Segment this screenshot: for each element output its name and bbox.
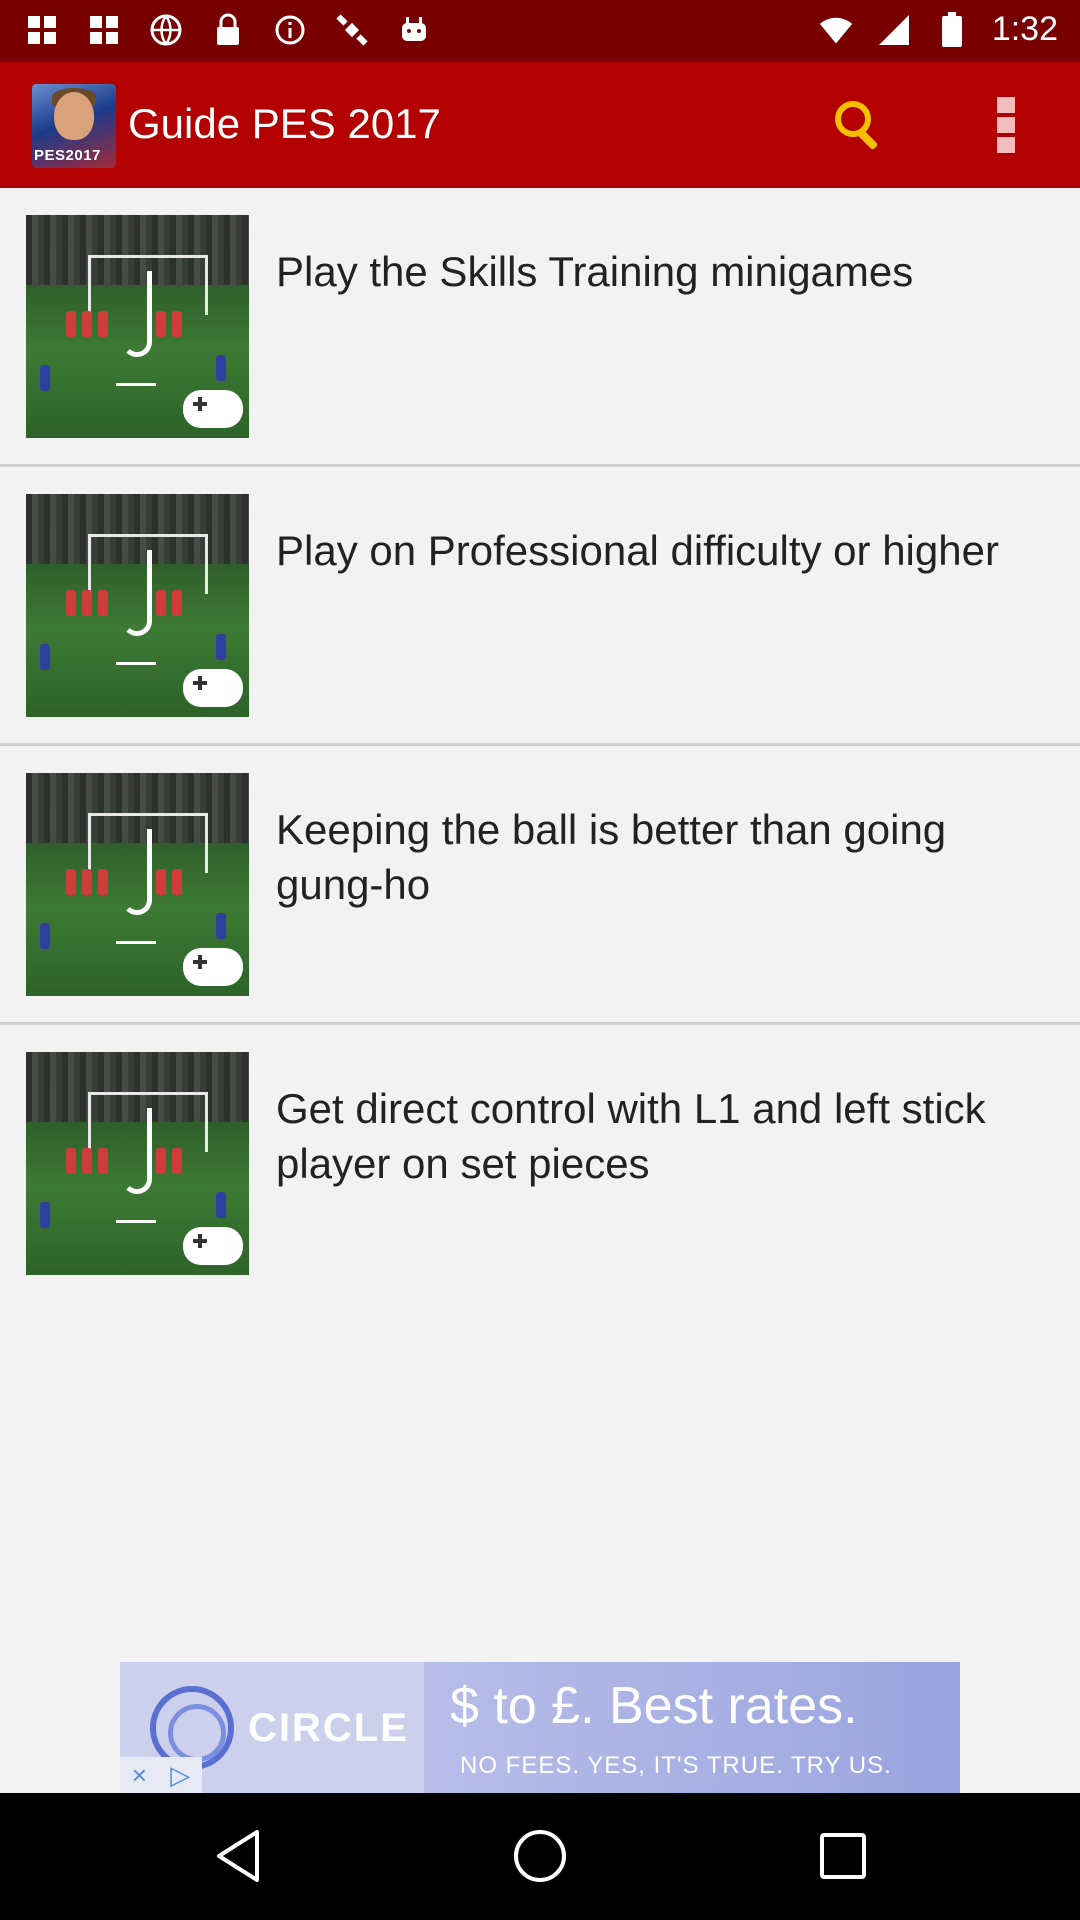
- list-item-title: Play on Professional difficulty or highe…: [276, 527, 999, 574]
- tip-thumbnail: [26, 494, 249, 717]
- search-icon: [835, 101, 878, 150]
- back-icon: [217, 1830, 259, 1882]
- ad-headline: $ to £. Best rates.: [450, 1677, 858, 1735]
- ad-choices-badge[interactable]: × ▷: [120, 1757, 202, 1793]
- list-item-title: Keeping the ball is better than going gu…: [276, 806, 947, 908]
- list-item[interactable]: Keeping the ball is better than going gu…: [0, 746, 1080, 1025]
- signal-icon: [876, 12, 912, 48]
- info-icon: [272, 12, 308, 48]
- satellite-icon: [334, 12, 370, 48]
- list-item-title: Play the Skills Training minigames: [276, 248, 914, 295]
- app-bar: PES2017 Guide PES 2017: [0, 62, 1080, 188]
- tips-list: Play the Skills Training minigames Play …: [0, 188, 1080, 1304]
- page-title: Guide PES 2017: [128, 100, 441, 147]
- tip-thumbnail: [26, 773, 249, 996]
- search-button[interactable]: [826, 92, 892, 158]
- list-item[interactable]: Play on Professional difficulty or highe…: [0, 467, 1080, 746]
- app-notification-icon: [24, 12, 60, 48]
- list-item[interactable]: Get direct control with L1 and left stic…: [0, 1025, 1080, 1304]
- app-logo: PES2017: [32, 84, 116, 168]
- globe-icon: [148, 12, 184, 48]
- list-item[interactable]: Play the Skills Training minigames: [0, 188, 1080, 467]
- status-notification-icons: [24, 12, 432, 48]
- ad-banner[interactable]: CIRCLE $ to £. Best rates. NO FEES. YES,…: [120, 1662, 960, 1793]
- status-system-icons: 1:32: [818, 10, 1058, 49]
- more-vert-icon: [997, 97, 1015, 153]
- recent-apps-icon: [820, 1833, 866, 1879]
- battery-icon: [934, 11, 970, 48]
- home-button[interactable]: [507, 1823, 573, 1889]
- status-bar: 1:32: [0, 0, 1080, 62]
- overflow-menu-button[interactable]: [973, 92, 1039, 158]
- app-notification-icon: [86, 12, 122, 48]
- ad-subline: NO FEES. YES, IT'S TRUE. TRY US.: [460, 1752, 892, 1779]
- gamepad-icon: [183, 669, 243, 707]
- tip-thumbnail: [26, 215, 249, 438]
- close-icon[interactable]: ×: [131, 1759, 147, 1790]
- recent-apps-button[interactable]: [810, 1823, 876, 1889]
- adchoices-icon[interactable]: ▷: [170, 1759, 191, 1790]
- gamepad-icon: [183, 1227, 243, 1265]
- ad-brand: CIRCLE: [248, 1706, 409, 1750]
- gamepad-icon: [183, 390, 243, 428]
- app-logo-text: PES2017: [34, 147, 101, 164]
- android-icon: [396, 12, 432, 48]
- home-icon: [514, 1830, 566, 1882]
- list-item-title: Get direct control with L1 and left stic…: [276, 1085, 986, 1187]
- gamepad-icon: [183, 948, 243, 986]
- navigation-bar: [0, 1793, 1080, 1920]
- lock-icon: [210, 12, 246, 48]
- tip-thumbnail: [26, 1052, 249, 1275]
- status-time: 1:32: [991, 10, 1058, 48]
- wifi-icon: [818, 12, 854, 48]
- back-button[interactable]: [205, 1823, 271, 1889]
